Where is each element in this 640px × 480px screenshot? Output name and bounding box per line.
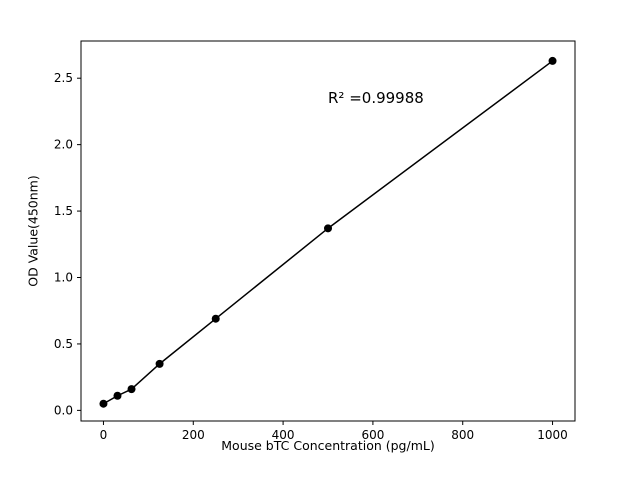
- svg-text:1.0: 1.0: [54, 271, 73, 285]
- svg-text:0: 0: [100, 428, 108, 442]
- svg-text:600: 600: [361, 428, 384, 442]
- x-axis-label: Mouse bTC Concentration (pg/mL): [221, 438, 435, 453]
- r-squared-annotation: R² =0.99988: [328, 89, 424, 107]
- svg-text:2.0: 2.0: [54, 138, 73, 152]
- svg-text:0.0: 0.0: [54, 403, 73, 417]
- svg-text:0.5: 0.5: [54, 337, 73, 351]
- svg-text:200: 200: [182, 428, 205, 442]
- svg-text:1000: 1000: [537, 428, 568, 442]
- y-axis-label: OD Value(450nm): [25, 175, 41, 287]
- svg-text:1.5: 1.5: [54, 204, 73, 218]
- svg-text:400: 400: [272, 428, 295, 442]
- svg-text:2.5: 2.5: [54, 71, 73, 85]
- svg-text:800: 800: [451, 428, 474, 442]
